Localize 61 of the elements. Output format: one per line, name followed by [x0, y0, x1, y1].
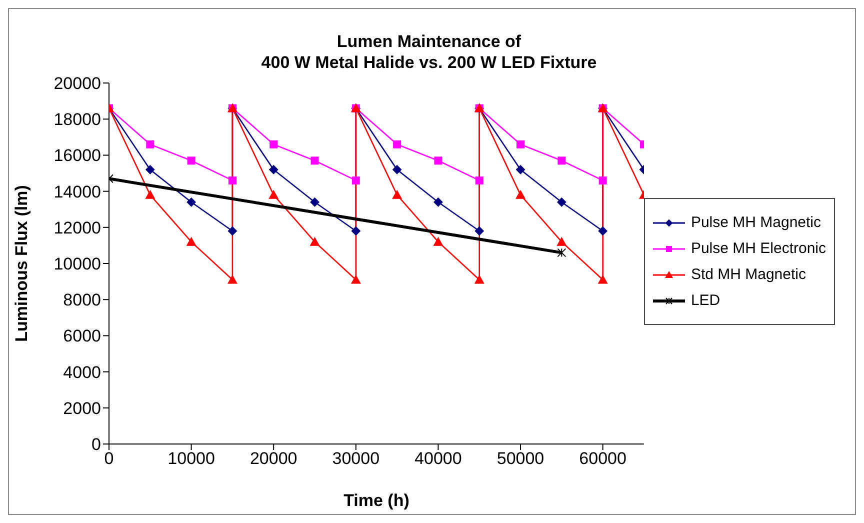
- y-tick-label: 10000: [54, 254, 101, 274]
- point: [227, 274, 238, 284]
- point: [475, 176, 484, 184]
- legend-label: Pulse MH Magnetic: [690, 214, 822, 231]
- y-tick-label: 16000: [54, 146, 101, 166]
- point: [310, 236, 320, 246]
- point: [310, 198, 320, 207]
- point: [352, 176, 360, 184]
- point: [598, 274, 608, 284]
- y-tick-label: 2000: [63, 398, 101, 418]
- x-tick-label: 10000: [168, 449, 215, 468]
- y-tick-label: 14000: [54, 182, 101, 202]
- legend-label: LED: [690, 292, 720, 309]
- point: [186, 236, 196, 246]
- y-tick-label: 0: [92, 435, 101, 454]
- legend-label: Std MH Magnetic: [690, 266, 806, 283]
- x-tick-label: 20000: [250, 449, 298, 468]
- point: [228, 176, 236, 184]
- x-axis-title: Time (h): [344, 491, 410, 510]
- point: [474, 226, 484, 236]
- y-tick-label: 8000: [63, 290, 101, 310]
- y-axis-title: Luminous Flux (lm): [12, 185, 32, 342]
- point: [351, 226, 360, 236]
- point: [556, 236, 567, 246]
- point: [146, 140, 154, 148]
- point: [474, 274, 484, 284]
- point: [350, 274, 361, 284]
- point: [434, 156, 442, 165]
- y-tick-label: 6000: [63, 326, 101, 346]
- point: [270, 140, 278, 148]
- point: [516, 140, 524, 148]
- x-tick-label: 60000: [579, 449, 626, 468]
- chart-title: Lumen Maintenance of 400 W Metal Halide vs. 200 W LED Fixture: [260, 31, 598, 73]
- point: [186, 198, 196, 207]
- point: [392, 190, 402, 199]
- point: [310, 156, 319, 165]
- point: [392, 165, 402, 174]
- point: [228, 226, 237, 236]
- y-tick-label: 12000: [54, 218, 101, 238]
- point: [598, 226, 608, 236]
- point: [558, 156, 566, 165]
- point: [187, 156, 196, 165]
- point: [146, 165, 155, 174]
- point: [393, 140, 402, 148]
- y-tick-label: 18000: [54, 110, 101, 130]
- point: [598, 176, 607, 184]
- point: [557, 198, 566, 207]
- y-tick-label: 4000: [63, 362, 101, 382]
- point: [516, 165, 525, 174]
- x-tick-label: 50000: [496, 449, 544, 468]
- x-tick-label: 30000: [332, 449, 380, 468]
- y-tick-label: 20000: [54, 74, 101, 94]
- point: [145, 190, 156, 199]
- point: [433, 236, 444, 246]
- point: [434, 198, 443, 207]
- x-tick-label: 40000: [414, 449, 462, 468]
- point: [268, 190, 279, 199]
- x-tick-label: 0: [104, 449, 114, 468]
- legend-label: Pulse MH Electronic: [690, 240, 826, 257]
- point: [516, 190, 526, 199]
- point: [269, 165, 278, 174]
